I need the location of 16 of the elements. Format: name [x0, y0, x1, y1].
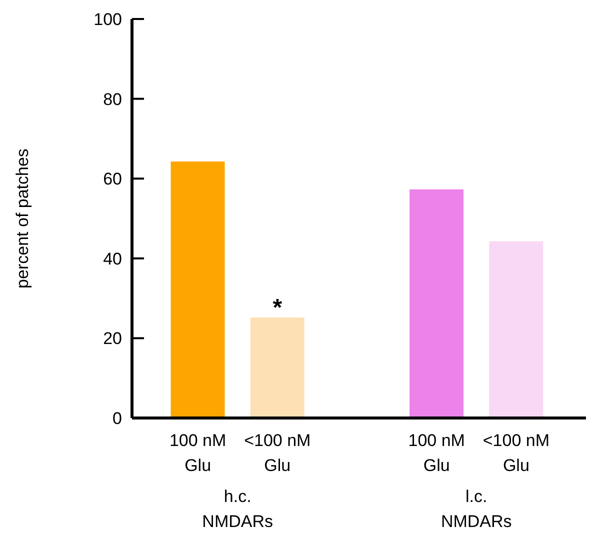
- y-tick-label: 100: [94, 10, 122, 29]
- x-tick-label: <100 nM Glu: [244, 431, 311, 475]
- y-tick-label: 60: [103, 170, 122, 189]
- bar: [410, 189, 464, 418]
- y-tick-label: 80: [103, 90, 122, 109]
- annotation: *: [272, 294, 283, 322]
- y-tick-label: 20: [103, 329, 122, 348]
- y-tick-label: 0: [112, 409, 122, 428]
- text: l.c. NMDARs: [440, 486, 513, 533]
- bar: [250, 317, 304, 418]
- text: h.c. NMDARs: [201, 486, 274, 533]
- bar: [489, 241, 544, 418]
- y-tick-label: 40: [103, 249, 122, 268]
- bar: [170, 161, 225, 418]
- x-tick-label: 100 nM Glu: [408, 431, 465, 475]
- y-axis-title: percent of patches: [13, 148, 32, 288]
